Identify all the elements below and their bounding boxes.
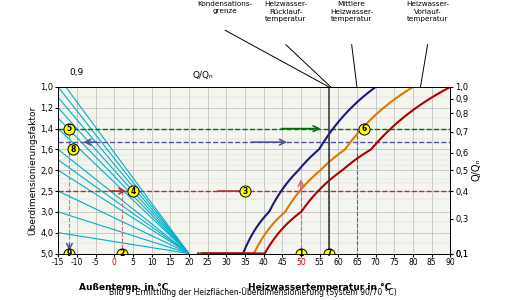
- Text: Bild 9  Ermittlung der Heizflächen-Überdimensionierung (System 90/70 °C): Bild 9 Ermittlung der Heizflächen-Überdi…: [109, 287, 396, 297]
- Text: Mittlere
Heizwasser-
temperatur: Mittlere Heizwasser- temperatur: [329, 2, 373, 22]
- Y-axis label: Q/Qₙ: Q/Qₙ: [470, 159, 480, 182]
- Text: 0,9: 0,9: [70, 68, 84, 77]
- Text: 5: 5: [67, 124, 72, 133]
- Text: 7: 7: [326, 249, 331, 258]
- Text: Q/Qₙ: Q/Qₙ: [192, 71, 213, 80]
- Text: 3: 3: [242, 187, 247, 196]
- Text: Außentemp. in °C: Außentemp. in °C: [79, 284, 168, 292]
- Text: 9: 9: [67, 249, 72, 258]
- Text: 1: 1: [298, 249, 303, 258]
- Y-axis label: Überdimensionierungsfaktor: Überdimensionierungsfaktor: [27, 106, 37, 235]
- Text: Heizwasser-
Vorlauf-
temperatur: Heizwasser- Vorlauf- temperatur: [405, 2, 448, 22]
- Text: Heizwassertemperatur in °C: Heizwassertemperatur in °C: [247, 284, 390, 292]
- Text: Heizwasser-
Rücklauf-
temperatur: Heizwasser- Rücklauf- temperatur: [264, 2, 307, 22]
- Text: 2: 2: [119, 249, 124, 258]
- Text: Kondensations-
grenze: Kondensations- grenze: [197, 2, 252, 14]
- Text: 6: 6: [361, 124, 366, 133]
- Text: 4: 4: [130, 187, 135, 196]
- Text: 8: 8: [70, 145, 76, 154]
